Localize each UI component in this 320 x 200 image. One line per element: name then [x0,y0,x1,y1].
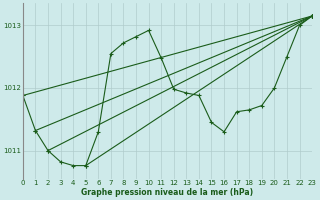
X-axis label: Graphe pression niveau de la mer (hPa): Graphe pression niveau de la mer (hPa) [81,188,253,197]
